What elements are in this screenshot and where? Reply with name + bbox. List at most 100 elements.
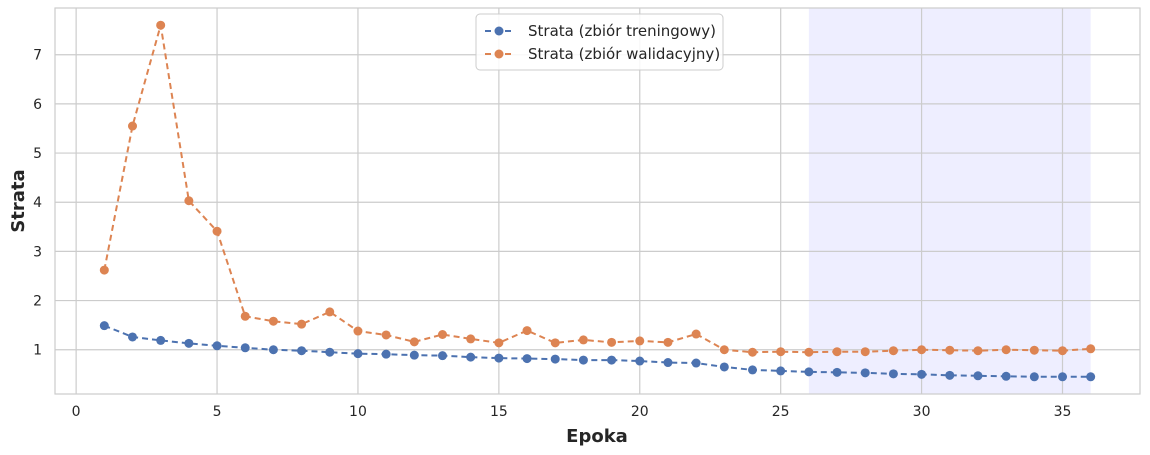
data-point-validation [466, 334, 476, 344]
data-point-train [578, 355, 588, 365]
data-point-train [99, 321, 109, 331]
data-point-validation [297, 319, 307, 329]
data-point-train [156, 335, 166, 345]
data-point-validation [663, 337, 673, 347]
data-point-train [1001, 371, 1011, 381]
legend-box [475, 13, 724, 71]
y-tick-label: 3 [33, 244, 42, 260]
x-tick-label: 30 [913, 404, 931, 420]
data-point-train [804, 367, 814, 377]
data-point-train [494, 353, 504, 363]
data-point-train [888, 369, 898, 379]
y-tick-label: 2 [33, 294, 42, 310]
data-point-validation [409, 337, 419, 347]
data-point-train [776, 366, 786, 376]
y-tick-label: 1 [33, 343, 42, 359]
data-point-train [635, 356, 645, 366]
data-point-train [381, 349, 391, 359]
data-point-train [353, 349, 363, 359]
x-tick-label: 5 [213, 404, 222, 420]
x-axis-title: Epoka [566, 426, 628, 447]
data-point-train [748, 365, 757, 375]
data-point-train [297, 346, 307, 356]
data-point-train [466, 352, 476, 362]
x-tick-label: 15 [490, 404, 508, 420]
data-point-validation [381, 330, 391, 340]
data-point-train [719, 362, 729, 372]
data-point-validation [607, 337, 617, 347]
data-point-validation [240, 311, 250, 321]
data-point-train [522, 354, 532, 364]
data-point-validation [748, 347, 757, 357]
data-point-validation [917, 345, 927, 355]
data-point-validation [1058, 346, 1067, 356]
data-point-train [1029, 372, 1039, 382]
data-point-validation [325, 307, 335, 317]
legend: Strata (zbiór treningowy) Strata (zbiór … [475, 13, 724, 71]
data-point-train [409, 350, 419, 360]
series-line-validation [103, 24, 1091, 354]
data-point-validation [635, 336, 645, 346]
data-point-train [128, 332, 137, 342]
y-tick-label: 6 [33, 97, 42, 113]
data-point-validation [550, 338, 560, 348]
data-point-validation [945, 345, 955, 355]
plot-frame [54, 7, 1141, 395]
data-point-train [1058, 372, 1067, 382]
data-point-train [325, 347, 335, 357]
data-point-validation [128, 121, 137, 131]
data-point-validation [578, 335, 588, 345]
data-point-train [607, 355, 617, 365]
data-point-validation [438, 330, 447, 340]
series-line-train [103, 324, 1091, 378]
data-point-train [945, 370, 955, 380]
data-point-validation [184, 196, 194, 206]
legend-label-validation: Strata (zbiór walidacyjny) [528, 45, 720, 63]
data-point-validation [494, 338, 504, 348]
y-tick-label: 7 [33, 48, 42, 64]
data-point-train [1086, 372, 1096, 382]
data-point-validation [99, 265, 109, 275]
highlight-region [808, 8, 1091, 394]
data-point-validation [1086, 344, 1096, 354]
data-point-validation [719, 345, 729, 355]
legend-marker-validation [494, 49, 504, 59]
data-point-train [663, 358, 673, 368]
x-tick-label: 10 [349, 404, 367, 420]
y-axis-title: Strata [8, 169, 29, 232]
data-point-train [438, 351, 447, 361]
x-tick-label: 35 [1054, 404, 1072, 420]
x-tick-labels: 0 5 10 15 20 25 30 35 [72, 404, 1072, 420]
data-point-train [268, 345, 278, 355]
series-layer [99, 20, 1096, 382]
data-point-validation [804, 347, 814, 357]
x-tick-label: 0 [72, 404, 81, 420]
data-point-validation [860, 347, 870, 357]
data-point-train [917, 369, 927, 379]
data-point-validation [1029, 345, 1039, 355]
data-point-validation [156, 20, 166, 30]
data-point-train [184, 338, 194, 348]
x-tick-label: 25 [772, 404, 790, 420]
y-tick-label: 5 [33, 146, 42, 162]
x-tick-label: 20 [631, 404, 649, 420]
legend-label-train: Strata (zbiór treningowy) [528, 22, 716, 40]
data-point-train [691, 358, 701, 368]
data-point-validation [522, 326, 532, 336]
data-point-validation [691, 329, 701, 339]
data-point-validation [1001, 345, 1011, 355]
data-point-train [212, 341, 222, 351]
data-point-train [550, 354, 560, 364]
y-tick-label: 4 [33, 195, 42, 211]
data-point-validation [776, 347, 786, 357]
y-tick-labels: 1 2 3 4 5 6 7 [33, 48, 42, 359]
data-point-validation [888, 346, 898, 356]
data-point-train [973, 371, 983, 381]
legend-marker-train [494, 26, 504, 36]
data-point-validation [212, 226, 222, 236]
data-point-train [860, 368, 870, 378]
data-point-train [832, 367, 842, 377]
data-point-validation [832, 347, 842, 357]
data-point-validation [973, 346, 983, 356]
